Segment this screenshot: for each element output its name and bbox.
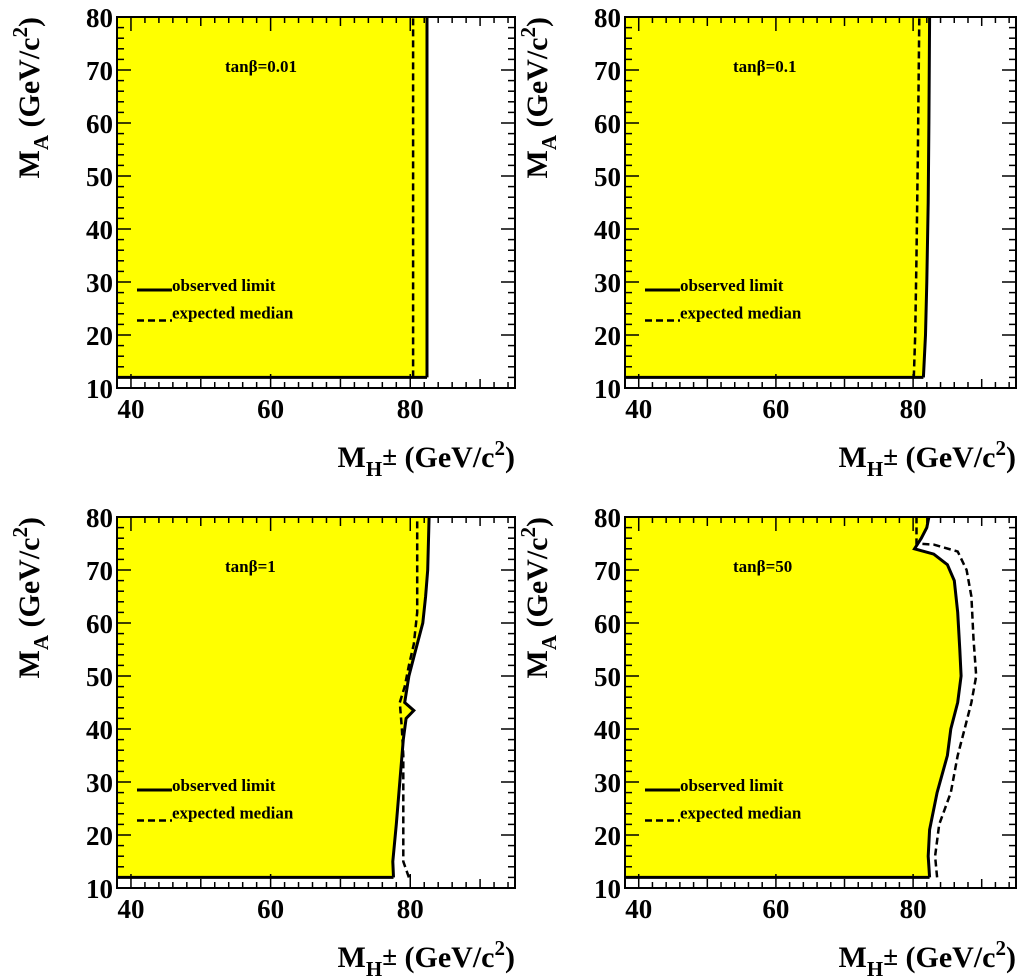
y-tick-label: 20 [86, 821, 113, 851]
x-axis-title: MH± (GeV/c2) [338, 936, 515, 978]
x-tick-label: 40 [625, 394, 652, 424]
tan-beta-annotation: tanβ=50 [733, 557, 792, 576]
x-tick-label: 80 [900, 394, 927, 424]
y-tick-label: 40 [86, 215, 113, 245]
y-axis-title: MA (GeV/c2) [516, 517, 561, 678]
legend-expected-label: expected median [680, 803, 802, 822]
legend-observed-label: observed limit [680, 276, 784, 295]
chart-panel-4: 40 60 80 10 20 30 40 50 60 70 80 MH± (GeV/c2) MA (Ge… [516, 503, 1017, 978]
x-tick-label: 60 [762, 894, 789, 924]
chart-panel-2: 40 60 80 10 20 30 40 50 60 70 80 MH± (GeV/c2) MA (Ge… [516, 3, 1017, 481]
y-axis-title: MA (GeV/c2) [516, 17, 561, 178]
legend-observed-label: observed limit [172, 776, 276, 795]
legend-expected-label: expected median [172, 303, 294, 322]
y-tick-label: 40 [86, 715, 113, 745]
y-tick-label: 60 [594, 609, 621, 639]
x-tick-label: 60 [257, 394, 284, 424]
y-tick-label: 80 [594, 3, 621, 33]
x-axis-title: MH± (GeV/c2) [839, 936, 1016, 978]
x-tick-label: 40 [117, 894, 144, 924]
y-tick-label: 30 [86, 268, 113, 298]
x-tick-label: 40 [625, 894, 652, 924]
y-tick-label: 10 [594, 874, 621, 904]
y-tick-label: 80 [594, 503, 621, 533]
y-tick-label: 50 [594, 662, 621, 692]
y-tick-label: 60 [86, 109, 113, 139]
y-tick-label: 70 [594, 56, 621, 86]
x-axis-title: MH± (GeV/c2) [839, 436, 1016, 481]
y-tick-label: 70 [594, 556, 621, 586]
expected-median-line [912, 16, 921, 378]
y-tick-label: 70 [86, 56, 113, 86]
y-tick-label: 40 [594, 715, 621, 745]
x-tick-label: 80 [397, 394, 424, 424]
y-tick-label: 30 [594, 768, 621, 798]
y-tick-label: 10 [86, 374, 113, 404]
legend-observed-label: observed limit [680, 776, 784, 795]
excluded-region [625, 17, 930, 378]
x-tick-label: 80 [397, 894, 424, 924]
legend-observed-label: observed limit [172, 276, 276, 295]
x-tick-label: 80 [900, 894, 927, 924]
y-tick-label: 60 [594, 109, 621, 139]
tan-beta-annotation: tanβ=0.1 [733, 57, 797, 76]
chart-panel-1: 40 60 80 10 20 30 40 50 60 70 80 MH± (GeV/c2) MA (Ge… [8, 3, 516, 481]
y-axis-title: MA (GeV/c2) [8, 17, 53, 178]
excluded-region [117, 517, 430, 878]
y-tick-label: 10 [594, 374, 621, 404]
excluded-region [117, 17, 427, 378]
expected-median-line [398, 517, 419, 878]
y-tick-label: 40 [594, 215, 621, 245]
y-tick-label: 50 [594, 162, 621, 192]
legend-expected-label: expected median [172, 803, 294, 822]
y-tick-label: 20 [594, 321, 621, 351]
y-tick-label: 80 [86, 3, 113, 33]
plot-frame [116, 16, 516, 389]
y-tick-label: 70 [86, 556, 113, 586]
tan-beta-annotation: tanβ=0.01 [225, 57, 297, 76]
y-tick-label: 50 [86, 662, 113, 692]
x-tick-label: 40 [117, 394, 144, 424]
observed-limit-line [912, 516, 963, 878]
y-tick-label: 60 [86, 609, 113, 639]
y-tick-label: 20 [594, 821, 621, 851]
y-tick-label: 30 [86, 768, 113, 798]
x-tick-label: 60 [257, 894, 284, 924]
excluded-region [625, 517, 962, 878]
tan-beta-annotation: tanβ=1 [225, 557, 276, 576]
y-axis-title: MA (GeV/c2) [8, 517, 53, 678]
plot-frame [624, 516, 1017, 889]
chart-panel-3: 40 60 80 10 20 30 40 50 60 70 80 MH± (GeV/c2) MA (Ge… [8, 503, 516, 978]
x-axis-title: MH± (GeV/c2) [338, 436, 515, 481]
y-tick-label: 30 [594, 268, 621, 298]
x-tick-label: 60 [762, 394, 789, 424]
y-tick-label: 80 [86, 503, 113, 533]
legend-expected-label: expected median [680, 303, 802, 322]
plot-frame [116, 516, 516, 889]
y-tick-label: 20 [86, 321, 113, 351]
y-tick-label: 50 [86, 162, 113, 192]
plot-frame [624, 16, 1017, 389]
y-tick-label: 10 [86, 874, 113, 904]
observed-limit-line [921, 16, 932, 378]
observed-limit-line [391, 516, 431, 878]
